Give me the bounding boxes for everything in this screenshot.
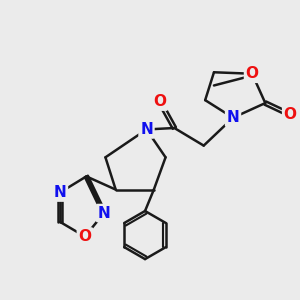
Text: O: O <box>153 94 166 109</box>
Text: N: N <box>98 206 110 220</box>
Text: O: O <box>78 229 92 244</box>
Text: N: N <box>140 122 153 137</box>
Text: N: N <box>54 185 66 200</box>
Text: N: N <box>227 110 239 125</box>
Text: O: O <box>284 107 297 122</box>
Text: O: O <box>246 66 259 81</box>
